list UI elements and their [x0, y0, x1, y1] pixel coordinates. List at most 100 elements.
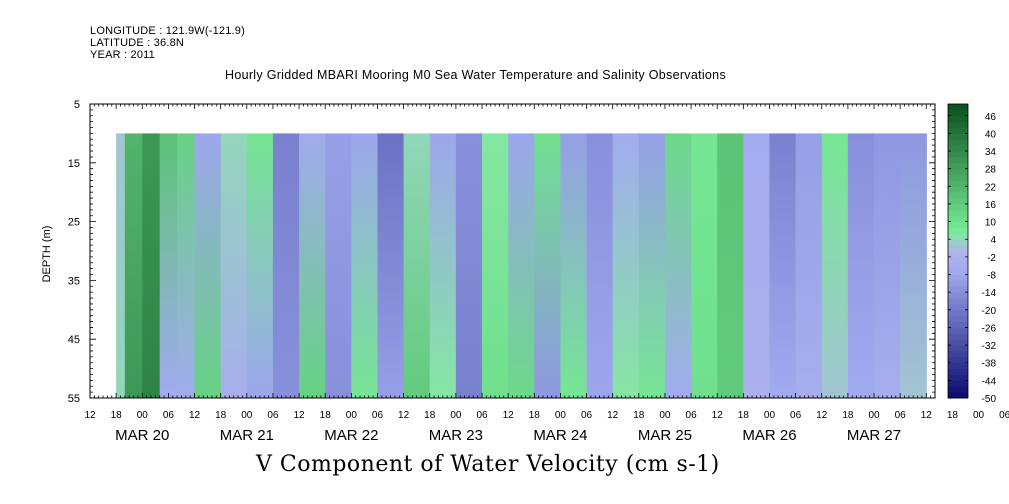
heatmap-cell	[455, 133, 483, 398]
x-hour-tick-label: 18	[738, 410, 750, 421]
x-hour-tick-label: 00	[555, 410, 567, 421]
heatmap-cell	[769, 133, 797, 398]
x-day-label: MAR 25	[638, 427, 692, 444]
y-tick-label: 15	[68, 158, 80, 170]
heatmap-cell	[638, 133, 666, 398]
heatmap-cell	[795, 133, 823, 398]
heatmap-cell	[664, 133, 692, 398]
colorbar-swatch	[948, 251, 968, 258]
colorbar-swatch	[948, 345, 968, 352]
colorbar-swatch	[948, 145, 968, 152]
colorbar-swatch	[948, 186, 968, 193]
x-hour-tick-label: 00	[346, 410, 358, 421]
colorbar-tick-label: -20	[982, 306, 997, 317]
x-hour-tick-label: 00	[450, 410, 462, 421]
colorbar-swatch	[948, 215, 968, 222]
colorbar-label: V Component of Water Velocity (cm s-1)	[256, 452, 720, 477]
colorbar-swatch	[948, 315, 968, 322]
heatmap-cell	[743, 133, 771, 398]
x-hour-tick-label: 18	[111, 410, 123, 421]
heatmap-cell	[429, 133, 457, 398]
x-hour-tick-label: 06	[686, 410, 698, 421]
heatmap-cell	[351, 133, 379, 398]
colorbar-tick-label: 22	[985, 182, 997, 193]
colorbar-swatch	[948, 262, 968, 270]
heatmap-cell	[325, 133, 352, 398]
x-hour-tick-label: 18	[215, 410, 227, 421]
x-day-label: MAR 22	[324, 427, 378, 444]
x-hour-tick-label: 12	[84, 410, 96, 421]
colorbar-swatch	[948, 339, 968, 346]
x-hour-tick-label: 06	[581, 410, 593, 421]
colorbar-swatch	[948, 333, 968, 340]
colorbar-swatch	[948, 386, 968, 393]
colorbar-swatch	[948, 392, 968, 399]
colorbar-tick-label: 34	[985, 147, 997, 158]
y-tick-label: 55	[68, 393, 80, 405]
colorbar-swatch	[948, 139, 968, 146]
x-hour-tick-label: 12	[921, 410, 933, 421]
heatmap-cell	[159, 133, 178, 398]
colorbar-tick-label: -50	[982, 394, 997, 405]
x-hour-tick-label: 12	[398, 410, 410, 421]
heatmap-cell	[246, 133, 274, 398]
x-hour-tick-label: 06	[999, 410, 1009, 421]
longitude-label: LONGITUDE : 121.9W(-121.9)	[90, 25, 245, 37]
colorbar-swatch	[948, 298, 968, 305]
heatmap-cell	[847, 133, 875, 398]
heatmap-cell	[691, 133, 718, 398]
x-hour-tick-label: 06	[476, 410, 488, 421]
x-hour-tick-label: 06	[895, 410, 907, 421]
colorbar-swatch	[948, 256, 968, 264]
heatmap-cell	[482, 133, 509, 398]
x-hour-tick-label: 00	[973, 410, 985, 421]
colorbar-tick-label: -8	[987, 271, 996, 282]
x-hour-tick-label: 00	[241, 410, 253, 421]
y-tick-label: 35	[68, 275, 80, 287]
x-day-label: MAR 26	[742, 427, 796, 444]
colorbar-swatch	[948, 115, 968, 123]
x-day-label: MAR 24	[533, 427, 587, 444]
heatmap-cell	[116, 133, 126, 398]
x-hour-tick-label: 18	[633, 410, 645, 421]
heatmap-cell	[299, 133, 326, 398]
colorbar-swatch	[948, 198, 968, 205]
latitude-label: LATITUDE : 36.8N	[90, 37, 185, 49]
heatmap-cell	[220, 133, 248, 398]
x-day-label: MAR 27	[847, 427, 901, 444]
year-label: YEAR : 2011	[90, 49, 155, 61]
x-hour-tick-label: 12	[189, 410, 201, 421]
heatmap-cell	[534, 133, 562, 398]
colorbar-tick-label: 4	[990, 235, 996, 246]
heatmap-cell	[586, 133, 614, 398]
heatmap-cell	[194, 133, 222, 398]
colorbar-swatch	[948, 227, 968, 234]
x-hour-tick-label: 00	[659, 410, 671, 421]
colorbar-swatch	[948, 151, 968, 158]
x-hour-tick-label: 06	[372, 410, 384, 421]
colorbar-swatch	[948, 221, 968, 228]
colorbar-swatch	[948, 168, 968, 175]
colorbar-swatch	[948, 192, 968, 199]
colorbar-swatch	[948, 309, 968, 317]
heatmap-cell	[821, 133, 849, 398]
x-hour-tick-label: 12	[503, 410, 515, 421]
colorbar-swatch	[948, 180, 968, 187]
colorbar-swatch	[948, 127, 968, 134]
colorbar: 46 40 34 28 22 16 10 4 -2 -8 -14 -20 -26 -32 -38 -44 -50	[947, 103, 997, 405]
colorbar-swatch	[948, 380, 968, 387]
colorbar-swatch	[948, 368, 968, 375]
colorbar-swatch	[948, 104, 968, 111]
heatmap-cell	[177, 133, 196, 398]
heatmap-cell	[142, 133, 161, 398]
x-hour-tick-label: 06	[267, 410, 279, 421]
colorbar-tick-label: 40	[985, 129, 997, 140]
heatmap-cell	[272, 133, 300, 398]
x-hour-tick-label: 06	[163, 410, 175, 421]
colorbar-swatch	[948, 327, 968, 334]
colorbar-tick-label: -14	[982, 288, 997, 299]
colorbar-swatch	[948, 292, 968, 299]
y-tick-label: 45	[68, 334, 80, 346]
x-hour-tick-label: 18	[842, 410, 854, 421]
